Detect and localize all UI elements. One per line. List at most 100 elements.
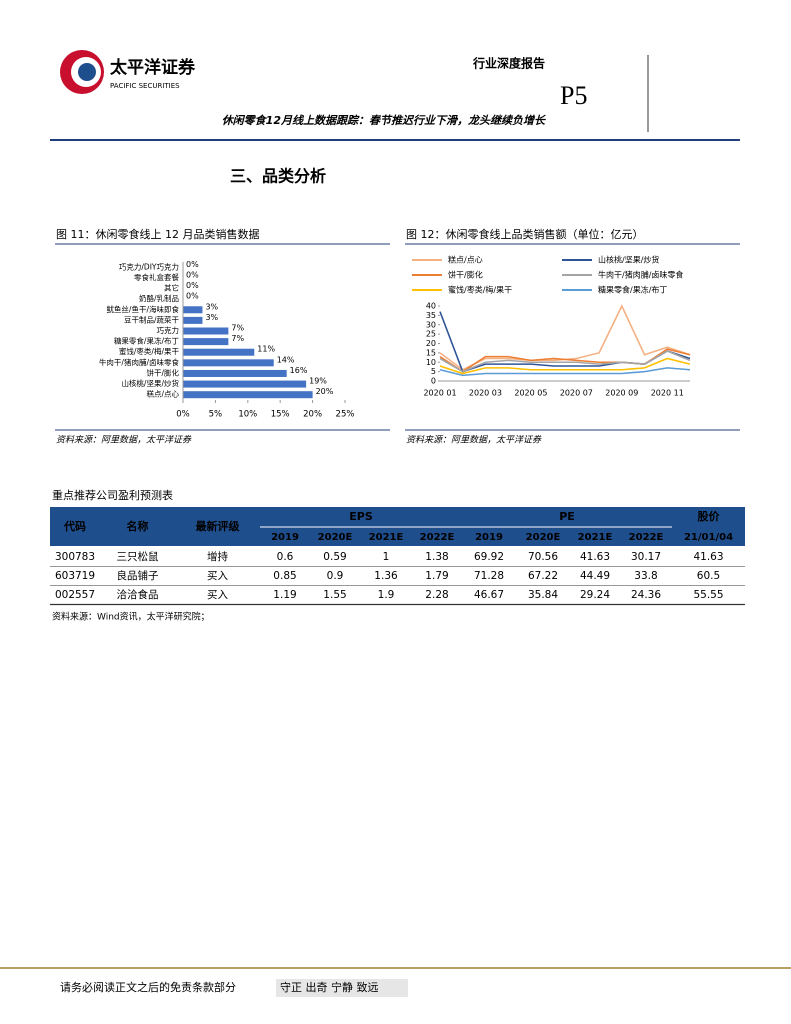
category-label: 山核桃/坚果/炒货 <box>121 378 179 388</box>
table-cell: 69.92 <box>474 551 504 563</box>
table-cell: 0.9 <box>327 570 344 582</box>
bar <box>183 380 307 388</box>
table-cell: 1.79 <box>425 570 448 582</box>
table-title: 重点推荐公司盈利预测表 <box>52 488 173 502</box>
x-tick-label: 2020 07 <box>560 389 593 398</box>
x-tick-label: 2020 09 <box>605 389 638 398</box>
category-label: 零食礼盒套餐 <box>134 272 179 282</box>
table-cell: 1 <box>383 551 390 563</box>
section-title: 三、品类分析 <box>230 167 326 186</box>
legend-label: 糕点/点心 <box>448 255 483 265</box>
logo-cn: 太平洋证券 <box>110 57 196 78</box>
y-tick-label: 40 <box>426 302 436 311</box>
figure-source: 资料来源：阿里数据，太平洋证券 <box>406 435 542 446</box>
value-label: 20% <box>316 387 334 396</box>
table-cell: 70.56 <box>528 551 558 563</box>
bar <box>183 316 203 324</box>
table-cell: 44.49 <box>580 570 610 582</box>
x-tick-label: 2020 01 <box>423 389 456 398</box>
x-tick-label: 20% <box>303 410 322 420</box>
footer-motto: 守正 出奇 宁静 致远 <box>280 980 379 994</box>
table-header: 代码 <box>63 519 86 533</box>
category-label: 巧克力 <box>157 325 180 335</box>
table-cell: 1.55 <box>323 589 346 601</box>
y-tick-label: 10 <box>426 358 436 367</box>
table-subheader: 2020E <box>526 532 561 543</box>
series-line <box>439 357 691 375</box>
report-type: 行业深度报告 <box>472 56 545 71</box>
table-cell: 41.63 <box>580 551 610 563</box>
legend-label: 山核桃/坚果/炒货 <box>598 255 659 265</box>
category-label: 鱿鱼丝/鱼干/海味即食 <box>106 304 179 314</box>
value-label: 0% <box>186 260 199 269</box>
table-header: 最新评级 <box>196 519 241 533</box>
bar <box>183 327 229 335</box>
figure-title: 图 11：休闲零食线上 12 月品类销售数据 <box>56 227 259 241</box>
table-cell: 33.8 <box>634 570 657 582</box>
table-cell: 1.38 <box>425 551 448 563</box>
table-cell: 41.63 <box>693 551 723 563</box>
value-label: 19% <box>309 377 327 386</box>
table-cell: 三只松鼠 <box>117 550 159 563</box>
legend-label: 饼干/膨化 <box>448 270 483 280</box>
legend-label: 牛肉干/猪肉脯/卤味零食 <box>598 270 683 280</box>
y-tick-label: 0 <box>431 377 436 386</box>
table-cell: 29.24 <box>580 589 610 601</box>
legend-label: 糖果零食/果冻/布丁 <box>598 285 667 295</box>
x-tick-label: 25% <box>336 410 355 420</box>
value-label: 3% <box>205 302 218 311</box>
value-label: 7% <box>231 324 244 333</box>
value-label: 14% <box>277 355 295 364</box>
value-label: 11% <box>257 345 275 354</box>
logo-en: PACIFIC SECURITIES <box>110 82 180 90</box>
table-cell: 0.6 <box>277 551 294 563</box>
y-tick-label: 35 <box>426 311 436 320</box>
table-cell: 603719 <box>55 570 95 582</box>
category-label: 糖果零食/果冻/布丁 <box>114 336 180 346</box>
table-cell: 24.36 <box>631 589 661 601</box>
category-label: 豆干制品/蔬菜干 <box>124 314 180 324</box>
motto-bg <box>276 979 408 997</box>
table-subheader: 2020E <box>318 532 353 543</box>
table-cell: 0.59 <box>323 551 346 563</box>
footer-disclaimer: 请务必阅读正文之后的免责条款部分 <box>60 980 236 994</box>
table-cell: 2.28 <box>425 589 448 601</box>
bar <box>183 348 255 356</box>
table-subheader: 2019 <box>475 532 503 543</box>
table-cell: 46.67 <box>474 589 504 601</box>
x-tick-label: 2020 11 <box>651 389 684 398</box>
table-cell: 买入 <box>207 589 228 601</box>
table-subheader: 2021E <box>578 532 613 543</box>
category-label: 巧克力/DIY巧克力 <box>119 261 179 271</box>
x-tick-label: 5% <box>209 410 223 420</box>
table-subheader: 2022E <box>629 532 664 543</box>
table-header: PE <box>559 510 575 523</box>
category-label: 糕点/点心 <box>146 389 179 399</box>
value-label: 0% <box>186 292 199 301</box>
table-header: 股价 <box>698 510 721 523</box>
category-label: 牛肉干/猪肉脯/卤味零食 <box>99 357 180 367</box>
table-cell: 71.28 <box>474 570 504 582</box>
table-cell: 1.19 <box>273 589 296 601</box>
value-label: 3% <box>205 313 218 322</box>
table-subheader: 2019 <box>271 532 299 543</box>
figure-source: 资料来源：阿里数据，太平洋证券 <box>56 435 192 446</box>
table-cell: 300783 <box>55 551 95 563</box>
logo-core <box>78 63 96 81</box>
x-tick-label: 2020 05 <box>514 389 547 398</box>
table-subheader: 2021E <box>369 532 404 543</box>
bar <box>183 359 274 367</box>
y-tick-label: 20 <box>426 339 436 348</box>
table-cell: 67.22 <box>528 570 558 582</box>
figure-title: 图 12：休闲零食线上品类销售额（单位：亿元） <box>406 227 644 241</box>
legend-label: 蜜饯/枣类/梅/果干 <box>448 285 512 295</box>
y-tick-label: 25 <box>426 330 436 339</box>
table-cell: 增持 <box>207 550 228 563</box>
series-line <box>439 350 691 373</box>
page-number: P5 <box>560 81 587 110</box>
bar <box>183 391 313 399</box>
table-cell: 30.17 <box>631 551 661 563</box>
table-cell: 1.9 <box>378 589 395 601</box>
series-line <box>439 367 691 377</box>
